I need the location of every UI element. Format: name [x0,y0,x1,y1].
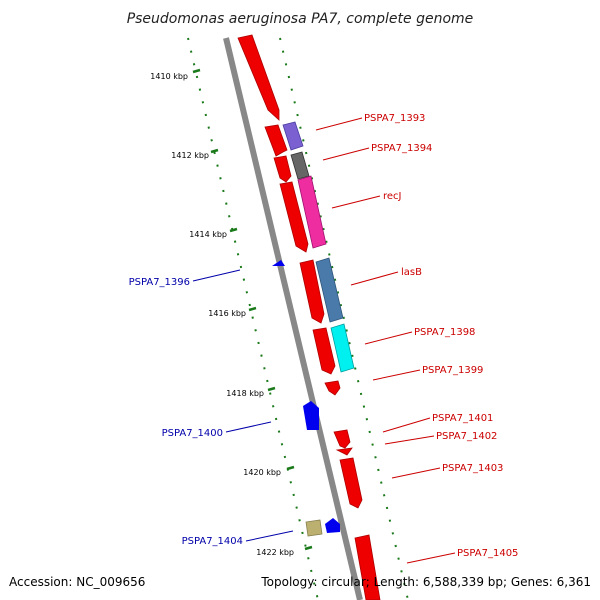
tick-mark [210,148,219,154]
gene-label[interactable]: lasB [401,267,422,278]
leader-line [384,435,435,445]
tick-mark [192,68,201,74]
gene-label[interactable]: PSPA7_1402 [436,431,497,442]
leader-line [372,369,421,381]
gene-track [282,121,355,373]
gene-label[interactable]: PSPA7_1396 [129,277,190,288]
tick-mark [229,227,238,233]
tick-label: 1418 kbp [226,389,264,398]
forward-cds-track [237,34,381,600]
cds-feature[interactable] [237,34,280,121]
gene-label[interactable]: PSPA7_1399 [422,365,483,376]
tick-mark [248,306,257,312]
reverse-leaders [192,269,294,542]
leader-line [350,271,399,286]
tick-label: 1422 kbp [256,548,294,557]
gene-label[interactable]: recJ [383,191,402,202]
gene-label[interactable]: PSPA7_1403 [442,463,503,474]
accession-text: Accession: NC_009656 [9,575,145,589]
tick-label: 1414 kbp [189,230,227,239]
leader-line [245,530,294,542]
genome-title: Pseudomonas aeruginosa PA7, complete gen… [127,11,474,27]
tick-label: 1410 kbp [150,72,188,81]
cds-feature[interactable] [279,181,309,253]
cds-feature[interactable] [324,380,341,396]
gene-feature[interactable] [290,151,310,180]
reverse-cds-track [272,260,340,537]
cds-feature[interactable] [264,124,288,157]
gene-label[interactable]: PSPA7_1405 [457,548,518,559]
tick-label: 1416 kbp [208,309,246,318]
gene-feature[interactable] [315,257,344,323]
gene-feature[interactable] [297,175,327,249]
gene-label[interactable]: PSPA7_1404 [182,536,243,547]
tick-group [192,68,313,551]
gene-label[interactable]: PSPA7_1398 [414,327,475,338]
cds-feature[interactable] [333,429,351,449]
leader-line [331,195,381,209]
gene-label[interactable]: PSPA7_1393 [364,113,425,124]
summary-text: Topology: circular; Length: 6,588,339 bp… [260,575,591,589]
tick-label: 1412 kbp [171,151,209,160]
gene-label[interactable]: PSPA7_1401 [432,413,493,424]
gene-label[interactable]: PSPA7_1394 [371,143,432,154]
leader-line [192,269,241,282]
tick-mark [286,465,295,471]
tick-mark [267,386,276,392]
leader-line [382,417,431,433]
leader-line [406,552,456,564]
leader-line [391,467,441,479]
cds-feature[interactable] [299,259,325,324]
tick-mark [304,545,313,551]
cds-feature[interactable] [303,401,319,430]
cds-feature[interactable] [312,327,336,375]
leader-line [315,117,363,131]
gene-feature[interactable] [330,323,355,373]
cds-feature[interactable] [325,518,340,533]
leader-line [364,331,413,345]
gene-label[interactable]: PSPA7_1400 [162,428,223,439]
cds-feature[interactable] [272,260,285,266]
genome-backbone [223,37,363,600]
cds-feature[interactable] [305,519,323,537]
cds-feature[interactable] [339,457,363,509]
tick-label: 1420 kbp [243,468,281,477]
cds-feature[interactable] [354,534,381,600]
gene-feature[interactable] [282,121,304,151]
leader-line [225,421,272,433]
cds-feature[interactable] [335,447,353,456]
forward-leaders [315,117,456,564]
cds-feature[interactable] [273,155,292,183]
leader-line [322,147,370,161]
